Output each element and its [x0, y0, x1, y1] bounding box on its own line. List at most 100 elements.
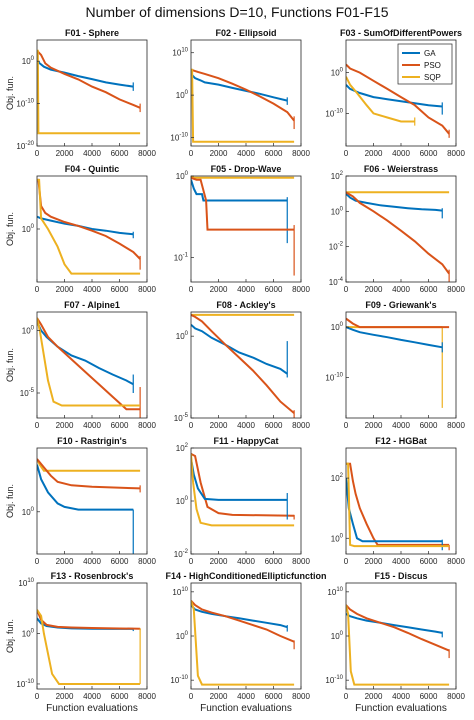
x-tick-label: 4000 [237, 285, 255, 294]
series-line-pso [346, 63, 450, 135]
x-tick-label: 4000 [83, 557, 101, 566]
subplot-11: 0 2000 4000 6000 8000 102 100 10-2 F11 - HappyCa… [174, 436, 311, 566]
y-tick-label: 100 [176, 171, 189, 181]
x-tick-label: 6000 [111, 557, 129, 566]
x-tick-label: 0 [189, 149, 194, 158]
plot-area [37, 40, 147, 146]
series-line-pso [191, 176, 295, 231]
y-tick-label: 100 [176, 631, 189, 641]
subplot-title: F15 - Discus [374, 571, 427, 581]
x-tick-label: 0 [35, 421, 40, 430]
x-tick-label: 6000 [111, 285, 129, 294]
subplot-title: F06 - Weierstrass [364, 164, 438, 174]
plot-area [346, 448, 456, 554]
x-tick-label: 6000 [265, 149, 283, 158]
y-tick-label: 102 [331, 171, 344, 181]
x-tick-label: 8000 [447, 149, 465, 158]
subplot-9: 0 2000 4000 6000 8000 100 10-10 F09 - Griewank'… [325, 300, 465, 430]
y-tick-label: 100 [176, 90, 189, 100]
y-axis-label: Obj. fun. [5, 348, 15, 382]
y-axis-label: Obj. fun. [5, 76, 15, 110]
subplot-10: 0 2000 4000 6000 8000 100 F10 - Rastrigin's Obj… [5, 436, 156, 566]
y-tick-label: 10-10 [325, 675, 343, 685]
series-line-sqp [37, 178, 141, 275]
y-axis-label: Obj. fun. [5, 619, 15, 653]
series-line-pso [191, 68, 295, 122]
subplot-8: 0 2000 4000 6000 8000 100 10-5 F08 - Ackley's [174, 300, 311, 430]
y-tick-label: 10-10 [170, 133, 188, 143]
x-tick-label: 2000 [210, 421, 228, 430]
x-tick-label: 0 [344, 421, 349, 430]
y-tick-label: 100 [22, 56, 35, 66]
subplot-1: 0 2000 4000 6000 8000 100 10-10 10-20 F01 - Sphe… [5, 28, 156, 158]
x-tick-label: 0 [35, 149, 40, 158]
subplot-title: F09 - Griewank's [365, 300, 436, 310]
x-tick-label: 0 [35, 557, 40, 566]
subplot-5: 0 2000 4000 6000 8000 100 10-1 F05 - Drop-Wave [174, 164, 311, 294]
x-tick-label: 0 [35, 692, 40, 701]
subplot-15: 0 2000 4000 6000 8000 1010 100 10-10 F15 - Discu… [325, 571, 465, 701]
x-tick-label: 4000 [83, 149, 101, 158]
y-tick-label: 10-10 [325, 108, 343, 118]
x-tick-label: 0 [189, 421, 194, 430]
series-line-ga [37, 60, 134, 88]
plot-area [37, 448, 147, 554]
x-tick-label: 0 [189, 557, 194, 566]
x-tick-label: 4000 [392, 285, 410, 294]
x-tick-label: 2000 [56, 557, 74, 566]
subplot-title: F07 - Alpine1 [64, 300, 120, 310]
series-line-sqp [191, 176, 295, 179]
plot-area [346, 583, 456, 689]
y-tick-label: 100 [331, 206, 344, 216]
y-tick-label: 1010 [327, 587, 343, 597]
y-tick-label: 100 [331, 322, 344, 332]
x-tick-label: 0 [189, 285, 194, 294]
series-line-ga [346, 326, 443, 349]
x-tick-label: 6000 [265, 421, 283, 430]
series-line-ga [191, 604, 288, 629]
series-line-pso [346, 604, 450, 652]
subplot-title: F08 - Ackley's [216, 300, 275, 310]
y-tick-label: 100 [176, 496, 189, 506]
series-line-sqp [37, 609, 141, 685]
x-tick-label: 0 [189, 692, 194, 701]
subplot-title: F14 - HighConditionedEllipticfunction [166, 571, 327, 581]
x-tick-label: 8000 [292, 149, 310, 158]
x-tick-label: 6000 [265, 557, 283, 566]
series-line-pso [346, 317, 450, 329]
y-axis-label: Obj. fun. [5, 212, 15, 246]
subplot-title: F13 - Rosenbrock's [51, 571, 134, 581]
y-tick-label: 10-10 [16, 99, 34, 109]
y-tick-label: 10-5 [20, 388, 35, 398]
x-tick-label: 0 [344, 149, 349, 158]
x-tick-label: 4000 [237, 149, 255, 158]
y-tick-label: 1010 [18, 578, 34, 588]
y-tick-label: 102 [176, 443, 189, 453]
x-tick-label: 8000 [138, 149, 156, 158]
series-line-pso [37, 317, 141, 411]
y-tick-label: 10-10 [325, 373, 343, 383]
series-line-pso [37, 458, 141, 490]
x-tick-label: 4000 [237, 421, 255, 430]
subplot-12: 0 2000 4000 6000 8000 102 100 F12 - HGBat [331, 436, 466, 566]
y-tick-label: 100 [22, 507, 35, 517]
subplot-3: 0 2000 4000 6000 8000 100 10-10 F03 - SumOfDiff… [325, 28, 465, 158]
x-tick-label: 4000 [237, 557, 255, 566]
x-tick-label: 2000 [365, 421, 383, 430]
x-tick-label: 2000 [56, 421, 74, 430]
y-tick-label: 10-20 [16, 141, 34, 151]
y-axis-label: Obj. fun. [5, 484, 15, 518]
plot-area [37, 583, 147, 689]
y-tick-label: 100 [331, 68, 344, 78]
x-tick-label: 2000 [365, 557, 383, 566]
x-tick-label: 4000 [392, 692, 410, 701]
y-tick-label: 10-1 [174, 252, 189, 262]
x-tick-label: 4000 [392, 149, 410, 158]
legend-label-ga: GA [424, 49, 436, 58]
x-tick-label: 6000 [420, 149, 438, 158]
subplot-title: F01 - Sphere [65, 28, 119, 38]
y-tick-label: 100 [22, 224, 35, 234]
subplot-title: F02 - Ellipsoid [215, 28, 276, 38]
y-tick-label: 100 [176, 331, 189, 341]
